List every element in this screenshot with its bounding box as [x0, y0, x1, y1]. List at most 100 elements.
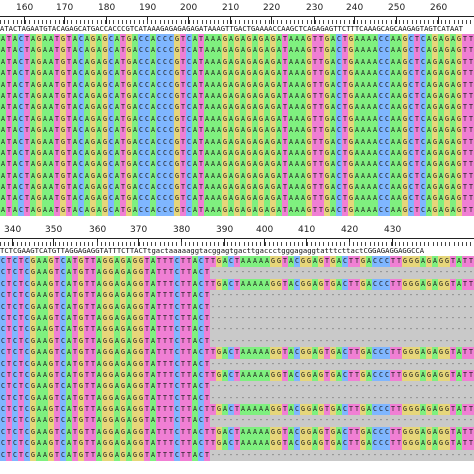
base-cell: A — [396, 45, 402, 57]
base-cell: G — [348, 159, 354, 171]
base-cell: G — [120, 392, 126, 405]
gap-cell: - — [390, 449, 396, 462]
base-cell: G — [402, 369, 408, 382]
ruler-minor-tick — [449, 242, 451, 246]
gap-cell: - — [384, 267, 390, 279]
gap-cell: - — [210, 381, 216, 393]
base-cell: A — [204, 136, 210, 148]
base-cell: A — [42, 90, 48, 103]
base-cell: A — [132, 90, 138, 103]
base-cell: C — [384, 438, 390, 450]
base-cell: A — [84, 193, 90, 205]
base-cell: G — [222, 159, 228, 171]
base-cell: C — [138, 125, 144, 137]
gap-cell: - — [450, 335, 456, 348]
ruler-minor-tick — [382, 242, 384, 246]
gap-cell: - — [282, 415, 288, 427]
base-cell: A — [300, 56, 306, 69]
gap-cell: - — [264, 324, 270, 336]
base-cell: T — [348, 278, 354, 291]
gap-cell: - — [336, 392, 342, 405]
ruler-minor-tick — [336, 242, 337, 246]
base-cell: T — [6, 392, 12, 405]
base-cell: A — [426, 204, 432, 217]
base-cell: C — [420, 170, 426, 183]
base-cell: C — [78, 102, 84, 114]
base-cell: A — [258, 278, 264, 291]
base-cell: G — [426, 278, 432, 291]
base-cell: A — [222, 256, 228, 268]
base-cell: A — [66, 369, 72, 382]
base-cell: A — [42, 278, 48, 291]
gap-cell: - — [462, 324, 468, 336]
base-cell: G — [324, 102, 330, 114]
base-cell: T — [54, 415, 60, 427]
base-cell: C — [198, 324, 204, 336]
base-cell: G — [246, 68, 252, 80]
base-cell: T — [186, 358, 192, 370]
base-cell: G — [276, 347, 282, 359]
base-cell: G — [234, 56, 240, 69]
base-cell: C — [12, 278, 18, 291]
base-cell: G — [414, 404, 420, 416]
base-cell: A — [150, 267, 156, 279]
base-cell: A — [216, 147, 222, 160]
base-cell: T — [468, 170, 474, 183]
base-cell: G — [444, 79, 450, 91]
base-cell: T — [342, 102, 348, 114]
ruler-minor-tick — [239, 20, 241, 24]
base-cell: G — [222, 45, 228, 57]
gap-cell: - — [408, 301, 414, 313]
base-cell: G — [48, 256, 54, 268]
gap-cell: - — [222, 335, 228, 348]
base-cell: C — [336, 204, 342, 217]
base-cell: A — [288, 147, 294, 160]
base-cell: C — [378, 193, 384, 205]
base-cell: C — [384, 182, 390, 194]
ruler-minor-tick — [214, 20, 216, 24]
base-cell: A — [84, 34, 90, 46]
gap-cell: - — [432, 267, 438, 279]
gap-cell: - — [252, 449, 258, 462]
gap-cell: - — [426, 335, 432, 348]
base-cell: C — [18, 34, 24, 46]
gap-cell: - — [324, 267, 330, 279]
gap-cell: - — [312, 415, 318, 427]
